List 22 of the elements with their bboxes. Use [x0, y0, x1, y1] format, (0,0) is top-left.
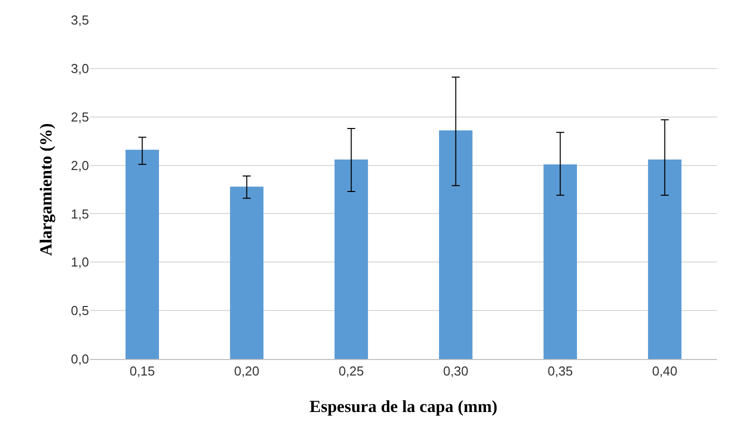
y-tick-label: 0,0: [70, 352, 89, 367]
y-tick-label: 1,5: [70, 206, 89, 222]
x-tick-label: 0,15: [130, 364, 155, 379]
bar: [334, 159, 368, 359]
y-axis-title: Alargamiento (%): [36, 123, 56, 256]
bar: [544, 164, 577, 359]
y-tick-label: 2,0: [70, 158, 89, 173]
y-tick-label: 2,5: [70, 109, 89, 124]
bar: [230, 186, 264, 359]
x-tick-label: 0,25: [338, 364, 364, 379]
x-tick-label: 0,40: [652, 364, 678, 379]
bar: [648, 159, 682, 359]
y-tick-label: 0,5: [70, 303, 89, 318]
x-tick-label: 0,20: [234, 364, 260, 379]
y-tick-label: 1,0: [70, 254, 89, 270]
x-tick-label: 0,30: [443, 364, 468, 379]
bar: [439, 130, 472, 359]
x-tick-label: 0,35: [548, 364, 573, 379]
y-tick-label: 3,0: [70, 60, 89, 76]
y-tick-label: 3,5: [70, 12, 89, 28]
bar: [126, 150, 159, 359]
x-axis-title: Espesura de la capa (mm): [310, 397, 498, 416]
